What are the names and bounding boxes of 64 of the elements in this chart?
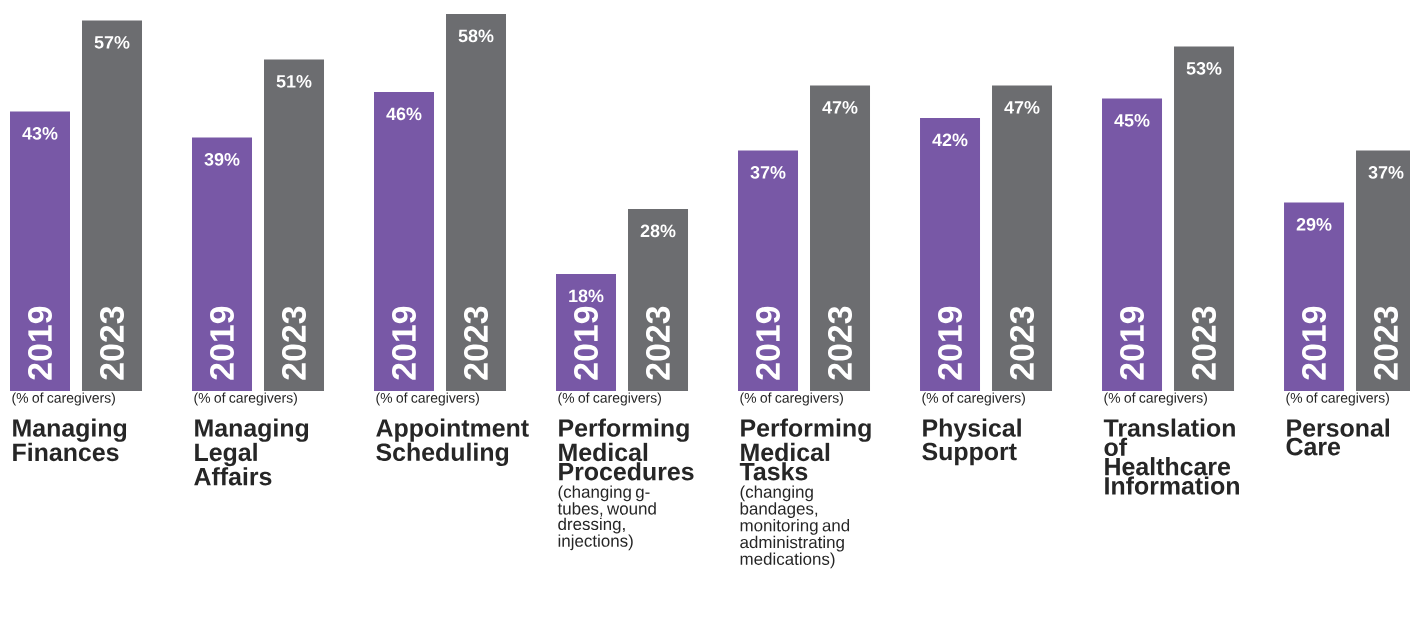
bar <box>1174 46 1235 391</box>
data-label: 39% <box>204 153 240 166</box>
x-tick-label: Translation of Healthcare Information <box>1103 418 1239 495</box>
text: 2023 <box>1192 306 1217 380</box>
text: 2019 <box>756 306 780 380</box>
bar <box>374 92 435 391</box>
x-tick-label: Managing Finances <box>13 418 127 462</box>
bar <box>810 85 871 391</box>
bar <box>264 59 324 391</box>
text: (% of caregivers) <box>740 392 843 406</box>
data-label: 53% <box>1186 62 1222 75</box>
text: (% of caregivers) <box>1286 392 1389 406</box>
bar <box>192 137 252 391</box>
text: 2023 <box>281 306 307 380</box>
series-label: 2019 <box>28 306 52 380</box>
data-label: 29% <box>1296 218 1332 231</box>
text: (changing bandages, monitoring and administrating medications) <box>740 485 850 569</box>
data-label: 51% <box>276 75 312 88</box>
text: (% of caregivers) <box>558 392 661 406</box>
text: 2019 <box>392 306 416 380</box>
data-label: 43% <box>22 127 58 140</box>
series-label: 2023 <box>99 306 125 380</box>
text: 2023 <box>1009 306 1035 380</box>
data-label: 37% <box>750 166 786 179</box>
text: 2019 <box>1302 306 1327 380</box>
text: 2019 <box>210 306 234 380</box>
text: 2019 <box>938 306 962 380</box>
bar <box>628 209 689 391</box>
data-label: 57% <box>94 36 130 49</box>
x-tick-label: Physical Support <box>922 418 1021 466</box>
data-label: 37% <box>1368 166 1404 179</box>
data-label: 46% <box>386 107 422 121</box>
text: 2019 <box>1120 306 1145 380</box>
bar <box>1284 202 1345 391</box>
text: 2023 <box>463 306 489 380</box>
x-tick-label: Personal Care <box>1286 418 1389 456</box>
bar <box>10 111 70 391</box>
data-label: 28% <box>640 224 676 238</box>
data-label: 47% <box>1004 101 1040 114</box>
bar <box>920 118 981 391</box>
x-tick-label: Performing Medical Tasks <box>739 418 871 481</box>
bar <box>992 85 1053 391</box>
bar <box>82 20 142 391</box>
text: (% of caregivers) <box>194 392 297 406</box>
bar <box>738 150 799 391</box>
x-tick-label: Performing Medical Procedures <box>559 418 694 481</box>
data-label: 47% <box>822 101 858 114</box>
data-label: 45% <box>1114 114 1150 127</box>
bar <box>446 14 507 391</box>
text: (% of caregivers) <box>1104 392 1207 406</box>
text: (% of caregivers) <box>922 392 1025 406</box>
text: 2023 <box>645 306 671 380</box>
bar <box>1102 98 1163 391</box>
text: 2019 <box>574 306 598 380</box>
data-label: 18% <box>569 289 604 303</box>
text: (changing g-tubes, wound dressing, injections) <box>557 485 656 551</box>
text: (% of caregivers) <box>376 392 479 406</box>
text: 2023 <box>1374 306 1399 380</box>
x-tick-label: Managing Legal Affairs <box>194 418 309 486</box>
text: (% of caregivers) <box>12 392 115 406</box>
data-label: 58% <box>458 29 494 43</box>
data-label: 42% <box>932 133 968 147</box>
x-tick-label: Appointment Scheduling <box>376 418 529 467</box>
text: 2023 <box>827 306 853 380</box>
